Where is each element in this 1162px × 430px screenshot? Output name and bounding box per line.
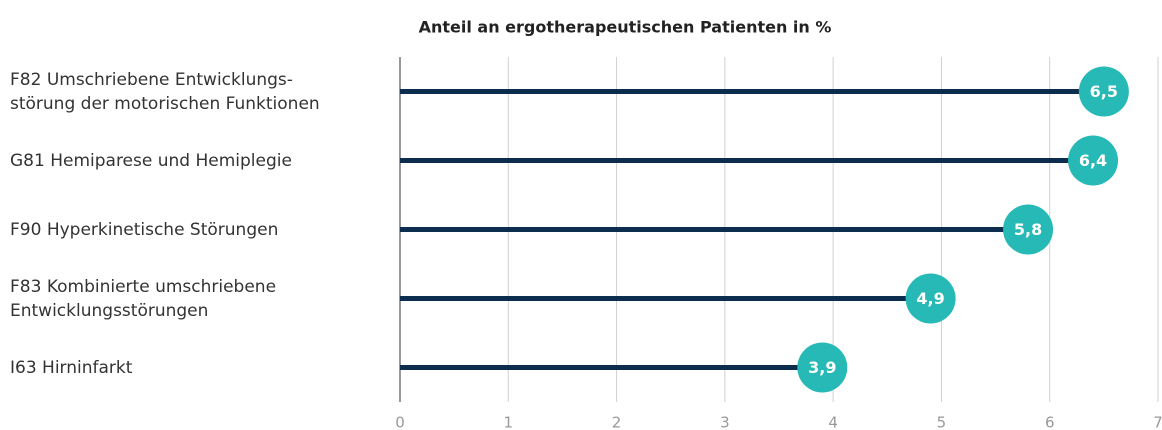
x-tick-label: 6 (1045, 414, 1055, 430)
x-tick-label: 4 (828, 414, 838, 430)
data-label: 4,9 (916, 289, 944, 308)
lollipop-marker (905, 273, 956, 324)
lollipop-marker (797, 342, 848, 393)
x-tick-label: 5 (937, 414, 947, 430)
x-tick-label: 0 (395, 414, 405, 430)
lollipop-marker (1078, 66, 1129, 117)
x-tick-label: 7 (1153, 414, 1162, 430)
data-label: 6,5 (1090, 82, 1118, 101)
category-label: F90 Hyperkinetische Störungen (10, 219, 279, 240)
x-tick-label: 1 (504, 414, 514, 430)
category-label: G81 Hemiparese und Hemiplegie (10, 150, 292, 171)
category-label: F83 Kombinierte umschriebene Entwicklung… (10, 276, 277, 321)
lollipop-marker (1068, 135, 1119, 186)
category-label: I63 Hirninfarkt (10, 357, 133, 378)
chart-title: Anteil an ergotherapeutischen Patienten … (419, 18, 832, 37)
data-label: 3,9 (808, 358, 836, 377)
data-label: 6,4 (1079, 151, 1107, 170)
data-label: 5,8 (1014, 220, 1042, 239)
lollipop-marker (1003, 204, 1054, 255)
category-label: F82 Umschriebene Entwicklungs- störung d… (10, 69, 320, 114)
x-tick-label: 2 (612, 414, 622, 430)
x-tick-label: 3 (720, 414, 730, 430)
